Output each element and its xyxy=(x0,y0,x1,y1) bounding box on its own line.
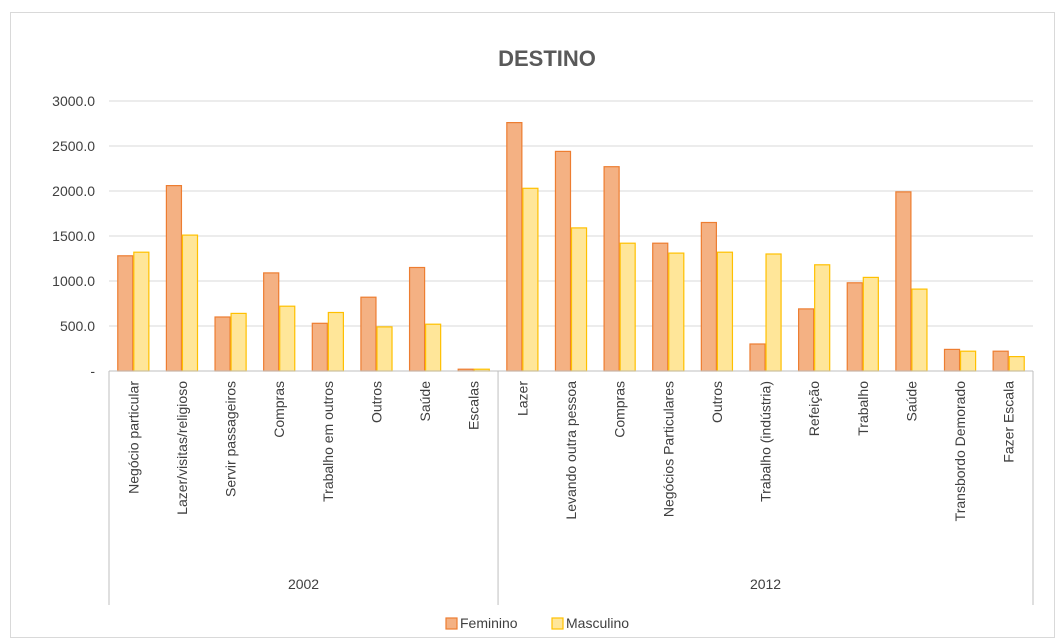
bar-masculino-16 xyxy=(911,288,928,372)
bar-masculino-0 xyxy=(133,251,150,372)
bars xyxy=(117,121,1025,372)
legend-label-feminino: Feminino xyxy=(460,615,518,631)
bar-feminino-13 xyxy=(749,343,766,372)
bar-masculino-17 xyxy=(959,350,977,372)
bar-masculino-11 xyxy=(668,252,685,372)
bar-masculino-8 xyxy=(522,187,539,372)
bar-feminino-14 xyxy=(798,308,815,372)
category-label: Saúde xyxy=(417,381,433,422)
y-tick-label: 1500.0 xyxy=(52,228,95,244)
category-label: Outros xyxy=(368,381,384,423)
bar-feminino-9 xyxy=(554,150,572,372)
group-label: 2002 xyxy=(288,576,319,592)
bar-feminino-10 xyxy=(603,166,620,372)
group-label: 2012 xyxy=(750,576,781,592)
legend-swatch-masculino xyxy=(551,617,564,630)
bar-masculino-9 xyxy=(570,227,588,372)
legend: Feminino Masculino xyxy=(445,615,629,631)
bar-masculino-2 xyxy=(230,312,247,372)
category-label: Lazer xyxy=(514,381,530,416)
y-tick-label: - xyxy=(90,363,95,379)
category-label: Negócios Particulares xyxy=(660,381,676,517)
bar-feminino-4 xyxy=(311,322,328,372)
bar-masculino-3 xyxy=(279,305,296,372)
y-tick-label: 500.0 xyxy=(60,318,95,334)
category-label: Saúde xyxy=(903,381,919,422)
category-label: Negócio particular xyxy=(125,381,141,494)
y-tick-label: 1000.0 xyxy=(52,273,95,289)
category-label: Levando outra pessoa xyxy=(563,381,579,520)
x-axis xyxy=(108,370,1034,605)
legend-swatch-feminino xyxy=(445,617,458,630)
bar-feminino-3 xyxy=(263,272,280,372)
category-label: Lazer/visitas/religioso xyxy=(174,381,190,515)
category-label: Refeição xyxy=(806,381,822,436)
bar-feminino-0 xyxy=(117,255,134,372)
bar-feminino-8 xyxy=(506,121,523,372)
chart-title: DESTINO xyxy=(498,46,596,71)
bar-masculino-18 xyxy=(1008,356,1025,372)
bar-masculino-5 xyxy=(376,326,393,372)
bar-feminino-16 xyxy=(895,191,912,372)
y-tick-label: 3000.0 xyxy=(52,93,95,109)
legend-label-masculino: Masculino xyxy=(566,615,629,631)
bar-feminino-2 xyxy=(214,316,231,372)
category-label: Trabalho xyxy=(855,381,871,436)
y-tick-label: 2000.0 xyxy=(52,183,95,199)
bar-feminino-6 xyxy=(408,266,426,372)
category-label: Fazer Escala xyxy=(1001,381,1017,463)
category-label: Transbordo Demorado xyxy=(952,381,968,522)
chart-svg: DESTINO - 500.0 1000.0 1500.0 2000.0 2500.0 30… xyxy=(52,46,1034,631)
bar-feminino-17 xyxy=(943,348,961,372)
category-label: Outros xyxy=(709,381,725,423)
category-label: Trabalho (indústria) xyxy=(758,381,774,502)
bar-feminino-18 xyxy=(992,350,1009,372)
bar-masculino-14 xyxy=(814,264,831,372)
category-label: Compras xyxy=(271,381,287,438)
bar-masculino-12 xyxy=(716,251,734,372)
bar-masculino-13 xyxy=(765,253,782,372)
category-labels: Negócio particular Lazer/visitas/religios… xyxy=(125,381,1016,522)
bar-masculino-15 xyxy=(862,276,879,372)
category-label: Escalas xyxy=(466,381,482,430)
chart-frame: DESTINO - 500.0 1000.0 1500.0 2000.0 2500.0 30… xyxy=(10,12,1055,638)
category-label: Trabalho em outros xyxy=(320,381,336,502)
y-axis-ticks: - 500.0 1000.0 1500.0 2000.0 2500.0 3000.0 xyxy=(52,93,95,379)
group-labels: 2002 2012 xyxy=(288,576,781,592)
bar-feminino-1 xyxy=(165,185,183,372)
category-label: Compras xyxy=(612,381,628,438)
bar-masculino-10 xyxy=(619,242,636,372)
bar-masculino-4 xyxy=(327,311,344,372)
bar-masculino-1 xyxy=(181,234,199,372)
bar-feminino-15 xyxy=(846,282,863,372)
bar-feminino-5 xyxy=(360,296,377,372)
bar-masculino-6 xyxy=(425,323,442,372)
category-label: Servir passageiros xyxy=(223,381,239,497)
bar-feminino-11 xyxy=(652,242,669,372)
y-tick-label: 2500.0 xyxy=(52,138,95,154)
bar-feminino-12 xyxy=(700,221,717,372)
